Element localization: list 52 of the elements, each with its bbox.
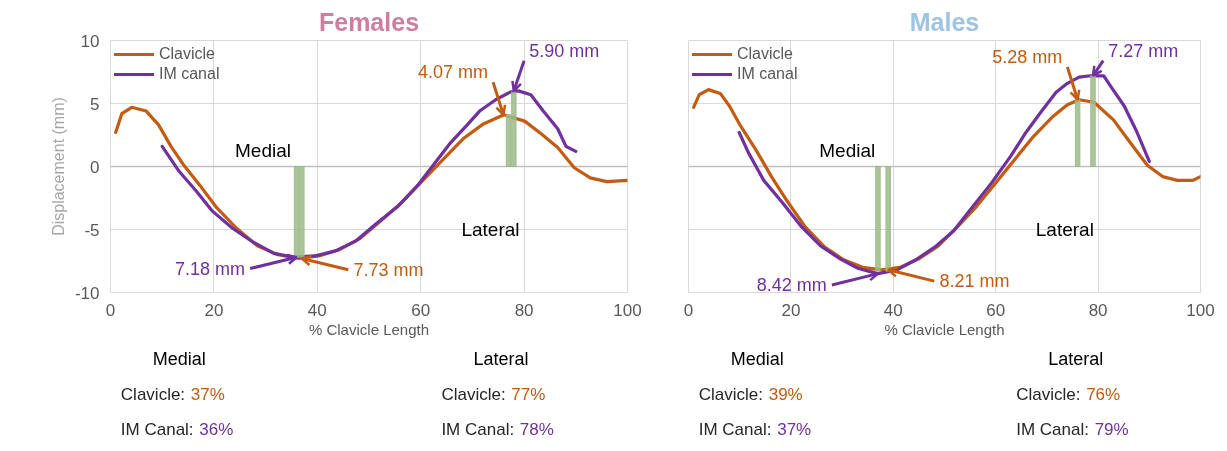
x-tick-label: 80	[514, 300, 534, 320]
bar	[298, 166, 305, 258]
legend-label: IM canal	[737, 65, 798, 83]
y-axis-title: Displacement (mm)	[49, 97, 67, 236]
annotation: 8.21 mm	[939, 271, 1010, 292]
x-tick-label: 20	[204, 300, 224, 320]
text: IM Canal: 78%	[441, 419, 554, 439]
x-tick-label: 100	[613, 300, 642, 320]
text: Clavicle: 37%	[120, 384, 225, 404]
legend-label: IM canal	[159, 65, 220, 83]
annotation: Medial	[819, 139, 876, 161]
x-tick-label: 40	[307, 300, 327, 320]
text: Clavicle: 76%	[1016, 384, 1121, 404]
x-axis-title: % Clavicle Length	[884, 320, 1005, 338]
annotation: 4.07 mm	[417, 62, 488, 83]
text: IM Canal: 37%	[698, 419, 812, 439]
text: Medial	[152, 349, 206, 369]
annotation: Lateral	[461, 218, 520, 240]
annotation: 7.27 mm	[1108, 40, 1179, 61]
x-tick-label: 80	[1088, 300, 1108, 320]
text: IM Canal: 36%	[120, 419, 234, 439]
annotation: 5.28 mm	[992, 46, 1063, 67]
text: Clavicle: 39%	[698, 384, 803, 404]
text: Lateral	[1048, 349, 1104, 369]
x-axis-title: % Clavicle Length	[308, 320, 430, 338]
annotation: 5.90 mm	[529, 40, 600, 61]
y-tick-label: 10	[80, 31, 100, 51]
x-tick-label: 0	[683, 300, 694, 320]
bar	[510, 91, 517, 167]
chart-title: Females	[318, 7, 420, 36]
text: Medial	[730, 349, 784, 369]
x-tick-label: 60	[411, 300, 431, 320]
annotation: Medial	[235, 139, 292, 161]
chart-title: Males	[909, 7, 980, 36]
x-tick-label: 0	[105, 300, 116, 320]
y-tick-label: 5	[90, 94, 100, 114]
y-tick-label: 0	[90, 157, 100, 177]
x-tick-label: 60	[986, 300, 1006, 320]
x-tick-label: 40	[883, 300, 903, 320]
x-tick-label: 20	[781, 300, 801, 320]
x-tick-label: 100	[1186, 300, 1215, 320]
text: IM Canal: 79%	[1016, 419, 1129, 439]
y-tick-label: -10	[74, 283, 100, 303]
legend-label: Clavicle	[737, 45, 794, 63]
text: Clavicle: 77%	[441, 384, 546, 404]
annotation: 7.73 mm	[353, 259, 424, 280]
annotation: Lateral	[1035, 218, 1094, 240]
annotation: 7.18 mm	[174, 258, 245, 279]
annotation: 8.42 mm	[756, 274, 827, 295]
text: Lateral	[473, 349, 529, 369]
y-tick-label: -5	[84, 220, 100, 240]
legend-label: Clavicle	[159, 45, 216, 63]
